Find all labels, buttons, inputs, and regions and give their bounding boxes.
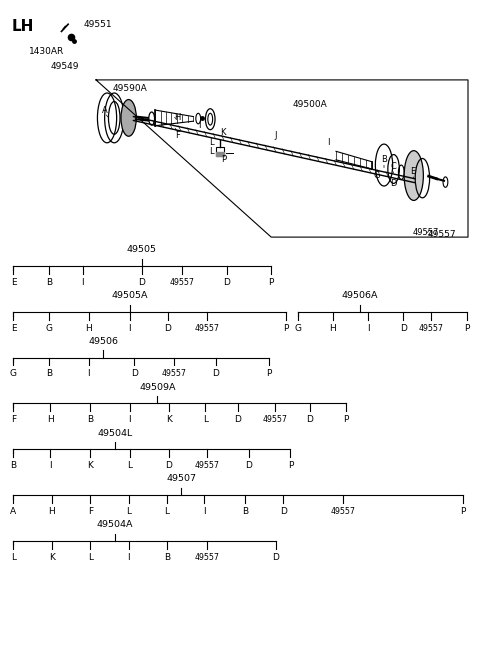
Text: 49557: 49557 <box>170 278 195 287</box>
Text: F: F <box>88 507 93 516</box>
Text: F: F <box>11 415 16 424</box>
Text: H: H <box>48 507 55 516</box>
Text: D: D <box>306 415 313 424</box>
Text: K: K <box>166 415 172 424</box>
Text: H: H <box>174 113 181 122</box>
Text: I: I <box>367 324 370 333</box>
Text: P: P <box>266 369 272 379</box>
Text: B: B <box>164 553 170 562</box>
Text: 49557: 49557 <box>161 369 186 379</box>
Text: I: I <box>128 415 131 424</box>
Text: 49557: 49557 <box>331 507 356 516</box>
Text: D: D <box>131 369 138 379</box>
Text: D: D <box>273 553 279 562</box>
Text: 49509A: 49509A <box>139 383 176 392</box>
Text: 49557: 49557 <box>427 230 456 239</box>
Text: G: G <box>294 324 301 333</box>
Text: P: P <box>460 507 466 516</box>
Text: B: B <box>47 278 52 287</box>
Text: 49507: 49507 <box>167 474 196 483</box>
Text: J: J <box>275 131 277 140</box>
Text: L: L <box>126 507 131 516</box>
Text: B: B <box>47 369 52 379</box>
Text: G: G <box>373 171 380 180</box>
Text: H: H <box>329 324 336 333</box>
Text: P: P <box>268 278 274 287</box>
Text: 49549: 49549 <box>50 62 79 71</box>
Text: E: E <box>410 167 415 176</box>
Text: 49557: 49557 <box>195 324 220 333</box>
Text: L: L <box>203 415 208 424</box>
Text: LH: LH <box>12 19 35 33</box>
Text: B: B <box>381 155 387 164</box>
Text: 49557: 49557 <box>195 553 220 562</box>
Text: P: P <box>283 324 288 333</box>
Text: D: D <box>245 461 252 470</box>
Text: L: L <box>11 553 16 562</box>
Text: B: B <box>87 415 93 424</box>
Ellipse shape <box>404 151 423 200</box>
Text: A: A <box>102 105 108 115</box>
Text: G: G <box>10 369 17 379</box>
Text: D: D <box>280 507 287 516</box>
Text: H: H <box>85 324 92 333</box>
Text: I: I <box>49 461 52 470</box>
Text: L: L <box>88 553 93 562</box>
Text: 49590A: 49590A <box>113 84 147 93</box>
Text: B: B <box>242 507 248 516</box>
Text: I: I <box>87 369 90 379</box>
Text: L: L <box>209 138 214 147</box>
Text: E: E <box>11 324 16 333</box>
Text: 49505A: 49505A <box>111 291 148 300</box>
Text: G: G <box>46 324 53 333</box>
Text: K: K <box>87 461 93 470</box>
Text: I: I <box>128 324 131 333</box>
Text: B: B <box>11 461 16 470</box>
Text: I: I <box>203 507 205 516</box>
Text: 1430AR: 1430AR <box>29 47 64 56</box>
Text: I: I <box>198 121 201 130</box>
Text: E: E <box>11 278 16 287</box>
Text: 49504A: 49504A <box>97 520 133 529</box>
Text: F: F <box>175 131 180 140</box>
Text: I: I <box>81 278 84 287</box>
Text: D: D <box>165 324 171 333</box>
Text: 49557: 49557 <box>413 228 439 237</box>
Text: D: D <box>390 179 397 188</box>
Text: P: P <box>464 324 469 333</box>
Text: K: K <box>49 553 55 562</box>
Text: D: D <box>234 415 241 424</box>
Text: C: C <box>391 162 396 171</box>
Text: I: I <box>127 553 130 562</box>
Ellipse shape <box>121 100 136 136</box>
Text: 49551: 49551 <box>84 20 113 29</box>
Text: 49506A: 49506A <box>342 291 378 300</box>
Text: 49504L: 49504L <box>97 428 133 438</box>
Text: L: L <box>209 147 214 156</box>
Text: I: I <box>327 138 330 147</box>
Text: D: D <box>213 369 219 379</box>
Text: P: P <box>288 461 293 470</box>
Text: D: D <box>400 324 407 333</box>
Text: A: A <box>11 507 16 516</box>
Text: H: H <box>47 415 54 424</box>
Text: 49557: 49557 <box>263 415 288 424</box>
Text: 49500A: 49500A <box>293 100 327 109</box>
Text: D: D <box>138 278 145 287</box>
Text: K: K <box>220 128 226 138</box>
Text: 49506: 49506 <box>88 337 118 346</box>
Text: 49557: 49557 <box>419 324 444 333</box>
Text: P: P <box>221 155 226 164</box>
Text: L: L <box>127 461 132 470</box>
Text: D: D <box>166 461 172 470</box>
Text: L: L <box>165 507 169 516</box>
Text: 49505: 49505 <box>127 245 156 254</box>
Text: P: P <box>343 415 348 424</box>
FancyBboxPatch shape <box>216 147 224 156</box>
Text: D: D <box>223 278 230 287</box>
Text: 49557: 49557 <box>195 461 220 470</box>
